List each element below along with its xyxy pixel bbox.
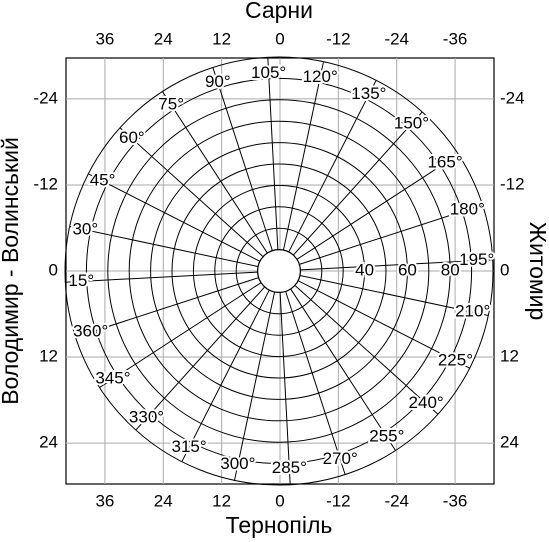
angle-label: 120° bbox=[303, 67, 338, 86]
spoke bbox=[299, 204, 483, 265]
range-label: 60 bbox=[398, 260, 417, 279]
spoke bbox=[234, 291, 276, 481]
spoke bbox=[285, 291, 346, 475]
center-hole bbox=[257, 249, 302, 294]
x-tick-label-top: 0 bbox=[275, 29, 284, 48]
angle-label: 240° bbox=[409, 393, 444, 412]
spoke bbox=[75, 277, 259, 338]
spoke bbox=[296, 154, 459, 260]
y-tick-label-left: 12 bbox=[39, 347, 58, 366]
spoke bbox=[282, 61, 324, 251]
spoke bbox=[181, 289, 270, 462]
angle-label: 270° bbox=[323, 449, 358, 468]
spoke bbox=[267, 57, 279, 250]
range-circle bbox=[150, 142, 408, 400]
angle-label: 45° bbox=[90, 171, 116, 190]
top-label: Сарни bbox=[245, 0, 313, 23]
spoke bbox=[292, 111, 423, 256]
angle-label: 165° bbox=[427, 153, 462, 172]
spoke bbox=[119, 127, 264, 258]
angle-label: 345° bbox=[95, 368, 130, 387]
x-tick-label-bottom: -36 bbox=[443, 491, 468, 510]
y-tick-label-right: 0 bbox=[500, 260, 509, 279]
range-circle bbox=[192, 184, 366, 358]
polar-grid bbox=[64, 56, 494, 486]
y-tick-label-left: 0 bbox=[49, 260, 58, 279]
angle-label: 210° bbox=[455, 302, 490, 321]
spoke bbox=[297, 280, 470, 369]
angle-label: 15° bbox=[68, 271, 94, 290]
range-circle bbox=[214, 206, 344, 336]
y-tick-label-left: -24 bbox=[33, 88, 58, 107]
range-circle bbox=[128, 120, 430, 422]
x-tick-label-bottom: 36 bbox=[95, 491, 114, 510]
angle-label: 60° bbox=[119, 128, 145, 147]
spoke bbox=[135, 286, 266, 431]
range-circle bbox=[64, 56, 494, 486]
spoke bbox=[69, 226, 259, 268]
angle-label: 150° bbox=[394, 113, 429, 132]
angle-label: 360° bbox=[73, 322, 108, 341]
x-tick-label-top: -36 bbox=[443, 29, 468, 48]
angle-label: 75° bbox=[158, 94, 184, 113]
y-tick-label-left: 24 bbox=[39, 433, 58, 452]
angle-label: 90° bbox=[205, 72, 231, 91]
y-tick-label-right: 24 bbox=[500, 433, 519, 452]
y-tick-label-right: -24 bbox=[500, 88, 525, 107]
bottom-label: Тернопіль bbox=[226, 512, 333, 538]
x-tick-label-bottom: -24 bbox=[384, 491, 409, 510]
x-tick-label-bottom: -12 bbox=[326, 491, 351, 510]
x-tick-label-top: 36 bbox=[95, 29, 114, 48]
spoke bbox=[294, 284, 439, 415]
angle-label: 285° bbox=[272, 458, 307, 477]
spoke bbox=[279, 292, 291, 485]
spoke bbox=[288, 80, 377, 253]
angle-label: 135° bbox=[351, 84, 386, 103]
y-tick-label-left: -12 bbox=[33, 174, 58, 193]
angle-label: 105° bbox=[251, 63, 286, 82]
left-label: Володимир - Волинський bbox=[0, 137, 23, 405]
spoke bbox=[65, 271, 258, 283]
x-tick-label-top: 12 bbox=[212, 29, 231, 48]
spoke bbox=[88, 173, 261, 262]
range-circle bbox=[85, 77, 473, 465]
spoke bbox=[99, 282, 262, 388]
range-circle bbox=[235, 227, 323, 315]
angle-label: 180° bbox=[450, 199, 485, 218]
range-label: 40 bbox=[355, 260, 374, 279]
x-tick-label-top: -24 bbox=[384, 29, 409, 48]
angle-label: 195° bbox=[459, 250, 494, 269]
x-tick-label-bottom: 24 bbox=[154, 491, 173, 510]
range-circle bbox=[107, 99, 451, 443]
labels: 36 36 24 24 12 12 0 0 -12 -12 -24 -24 -36 -36 -24 -24 -1… bbox=[33, 29, 524, 510]
angle-label: 225° bbox=[438, 350, 473, 369]
spoke bbox=[162, 91, 268, 254]
spoke bbox=[212, 67, 273, 251]
angle-label: 255° bbox=[369, 427, 404, 446]
right-label: Житомир bbox=[525, 222, 549, 321]
spoke bbox=[300, 259, 493, 271]
angle-label: 30° bbox=[72, 219, 98, 238]
angle-label: 315° bbox=[172, 437, 207, 456]
x-tick-label-bottom: 0 bbox=[275, 491, 284, 510]
x-tick-label-top: -12 bbox=[326, 29, 351, 48]
spoke bbox=[290, 288, 396, 451]
x-tick-label-top: 24 bbox=[154, 29, 173, 48]
spoke bbox=[299, 274, 489, 316]
range-circle bbox=[171, 163, 387, 379]
y-tick-label-right: 12 bbox=[500, 347, 519, 366]
x-tick-label-bottom: 12 bbox=[212, 491, 231, 510]
angle-label: 300° bbox=[220, 454, 255, 473]
angle-label: 330° bbox=[129, 408, 164, 427]
y-tick-label-right: -12 bbox=[500, 174, 525, 193]
range-label: 80 bbox=[441, 260, 460, 279]
